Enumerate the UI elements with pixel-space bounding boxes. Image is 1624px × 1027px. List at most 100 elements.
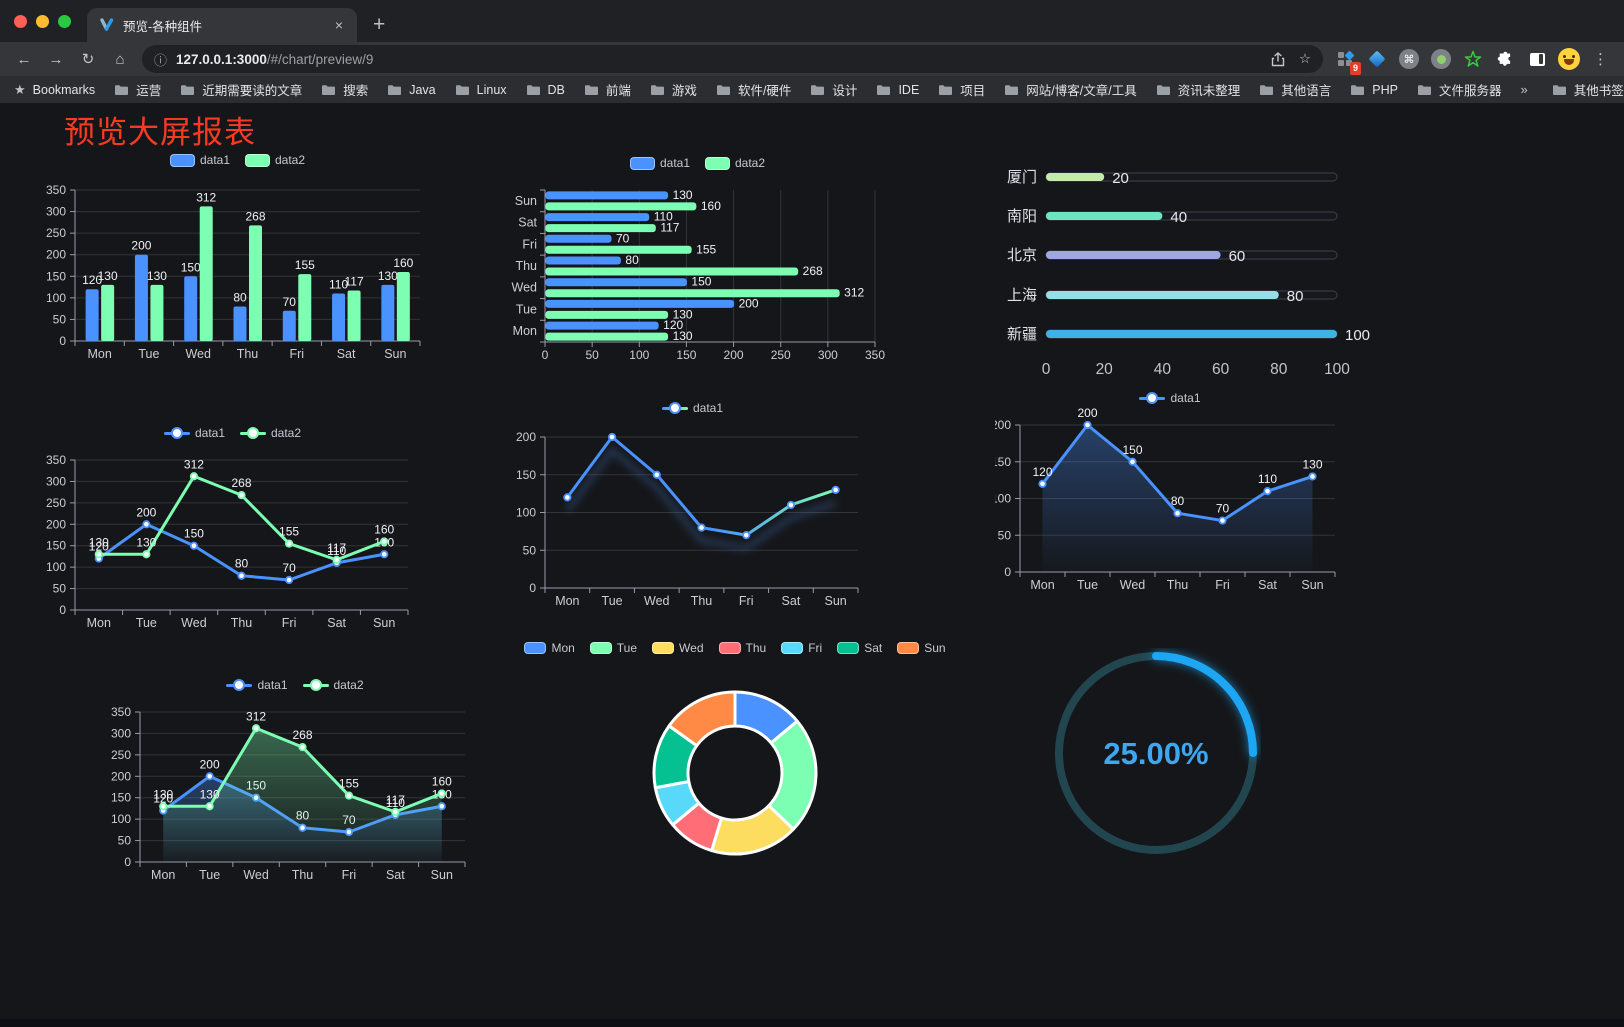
extension-green-star-icon[interactable]	[1461, 47, 1485, 71]
extension-diamond-icon[interactable]	[1365, 47, 1389, 71]
bookmark-item[interactable]: 软件/硬件	[716, 80, 791, 99]
chart-gauge: 25.00%	[1051, 648, 1261, 858]
legend-item[interactable]: data1	[226, 678, 288, 692]
new-tab-button[interactable]: +	[373, 13, 386, 36]
profile-avatar[interactable]	[1557, 47, 1581, 71]
side-panel-icon[interactable]	[1525, 47, 1549, 71]
svg-text:268: 268	[292, 728, 312, 742]
svg-text:120: 120	[663, 318, 683, 332]
legend-item[interactable]: data1	[661, 401, 723, 415]
legend-item[interactable]: Wed	[652, 641, 704, 655]
home-icon[interactable]: ⌂	[115, 50, 125, 68]
maximize-window-button[interactable]	[58, 14, 71, 28]
svg-text:Thu: Thu	[1167, 578, 1189, 592]
star-icon: ★	[14, 81, 26, 97]
bookmark-item[interactable]: 前端	[584, 80, 631, 99]
legend-item[interactable]: data2	[302, 678, 364, 692]
legend-item[interactable]: Mon	[524, 641, 575, 655]
svg-text:北京: 北京	[1007, 247, 1037, 264]
bookmark-item[interactable]: 运营	[114, 80, 161, 99]
back-icon[interactable]: ←	[16, 50, 32, 68]
legend-item[interactable]: data1	[1139, 391, 1201, 405]
svg-text:110: 110	[327, 544, 346, 558]
bookmark-item[interactable]: 项目	[938, 80, 985, 99]
bookmark-item[interactable]: DB	[526, 83, 565, 97]
legend-marker	[652, 642, 675, 654]
svg-text:300: 300	[818, 348, 838, 362]
svg-text:Sun: Sun	[384, 347, 406, 361]
extension-record-icon[interactable]	[1429, 47, 1453, 71]
close-window-button[interactable]	[14, 14, 27, 28]
svg-text:Thu: Thu	[515, 259, 537, 273]
legend-label: data2	[271, 426, 302, 440]
svg-text:100: 100	[111, 812, 131, 826]
chart-area-dual: data1 data2 0 50 100 150 200 250 300 350 Mon Tue Wed…	[110, 675, 480, 890]
legend-item[interactable]: Thu	[718, 641, 767, 655]
svg-text:Fri: Fri	[739, 594, 754, 608]
bookmark-star-icon[interactable]: ☆	[1298, 51, 1311, 66]
extension-command-icon[interactable]: ⌘	[1397, 47, 1421, 71]
svg-text:130: 130	[153, 787, 173, 801]
bar-horizontal-svg: 0 50 100 150 200 250 300 350 Mon Tue Wed Thu Fri Sat S…	[512, 188, 886, 362]
svg-text:Fri: Fri	[1215, 578, 1230, 592]
bookmarks-overflow-icon[interactable]: »	[1520, 82, 1528, 97]
legend-item[interactable]: data2	[245, 153, 305, 167]
legend-item[interactable]: Sat	[837, 641, 882, 655]
legend-marker	[240, 427, 266, 439]
address-bar[interactable]: ⓘ 127.0.0.1:3000 /#/chart/preview/9 ☆	[142, 45, 1323, 73]
bookmark-item[interactable]: PHP	[1350, 83, 1398, 97]
svg-text:Sun: Sun	[1301, 578, 1323, 592]
share-icon[interactable]	[1271, 51, 1285, 67]
svg-text:300: 300	[46, 205, 66, 219]
bookmark-item[interactable]: 搜索	[321, 80, 368, 99]
bookmark-item[interactable]: Java	[387, 83, 436, 97]
minimize-window-button[interactable]	[36, 14, 49, 28]
svg-text:Thu: Thu	[292, 868, 314, 882]
browser-menu-icon[interactable]: ⋮	[1593, 51, 1608, 68]
svg-text:70: 70	[1216, 502, 1230, 516]
tab-close-icon[interactable]: ×	[334, 17, 343, 33]
extension-grid-icon[interactable]: 9	[1333, 47, 1361, 75]
legend-item[interactable]: Sun	[897, 641, 946, 655]
svg-text:155: 155	[339, 777, 359, 791]
svg-text:Sat: Sat	[518, 216, 537, 230]
legend-item[interactable]: data1	[163, 426, 225, 440]
legend-item[interactable]: data2	[240, 426, 301, 440]
other-bookmarks-folder[interactable]: 其他书签	[1552, 80, 1624, 99]
extensions-row: 9 ⌘ ⋮	[1329, 47, 1616, 75]
legend-item[interactable]: data1	[169, 153, 230, 167]
svg-text:0: 0	[542, 348, 549, 362]
svg-text:160: 160	[701, 199, 721, 213]
svg-text:Wed: Wed	[181, 616, 207, 630]
bookmark-item[interactable]: 近期需要读的文章	[180, 80, 302, 99]
site-info-icon[interactable]: ⓘ	[154, 52, 168, 68]
legend-label: data1	[199, 153, 230, 167]
area-single-svg: 0 50 100 150 200 Mon Tue Wed Thu Fri Sat Sun 120 200 1…	[991, 406, 1336, 592]
bookmark-item[interactable]: Linux	[455, 83, 507, 97]
legend-item[interactable]: data1	[629, 156, 690, 170]
bookmark-item[interactable]: 游戏	[650, 80, 697, 99]
svg-text:Sun: Sun	[825, 594, 847, 608]
forward-icon[interactable]: →	[48, 50, 64, 68]
bookmark-item[interactable]: 设计	[810, 80, 857, 99]
bookmark-item[interactable]: 资讯未整理	[1156, 80, 1240, 99]
browser-tab[interactable]: 预览-各种组件 ×	[87, 8, 357, 42]
svg-text:150: 150	[46, 269, 66, 283]
svg-text:100: 100	[995, 492, 1011, 506]
legend-marker	[163, 427, 190, 439]
legend-item[interactable]: Fri	[781, 641, 822, 655]
svg-text:0: 0	[1042, 361, 1051, 378]
bookmark-item[interactable]: 其他语言	[1259, 80, 1331, 99]
svg-text:Mon: Mon	[555, 594, 579, 608]
reload-icon[interactable]: ↻	[81, 51, 95, 68]
bookmark-item-bookmarks[interactable]: ★ Bookmarks	[14, 81, 96, 97]
bookmark-item[interactable]: 文件服务器	[1417, 80, 1501, 99]
extensions-puzzle-icon[interactable]	[1493, 47, 1517, 71]
legend-item[interactable]: data2	[705, 156, 765, 170]
legend-label: Thu	[745, 641, 767, 655]
svg-text:50: 50	[118, 834, 132, 848]
bookmark-item[interactable]: IDE	[876, 83, 919, 97]
legend-item[interactable]: Tue	[589, 641, 637, 655]
bookmark-item[interactable]: 网站/博客/文章/工具	[1004, 80, 1137, 99]
